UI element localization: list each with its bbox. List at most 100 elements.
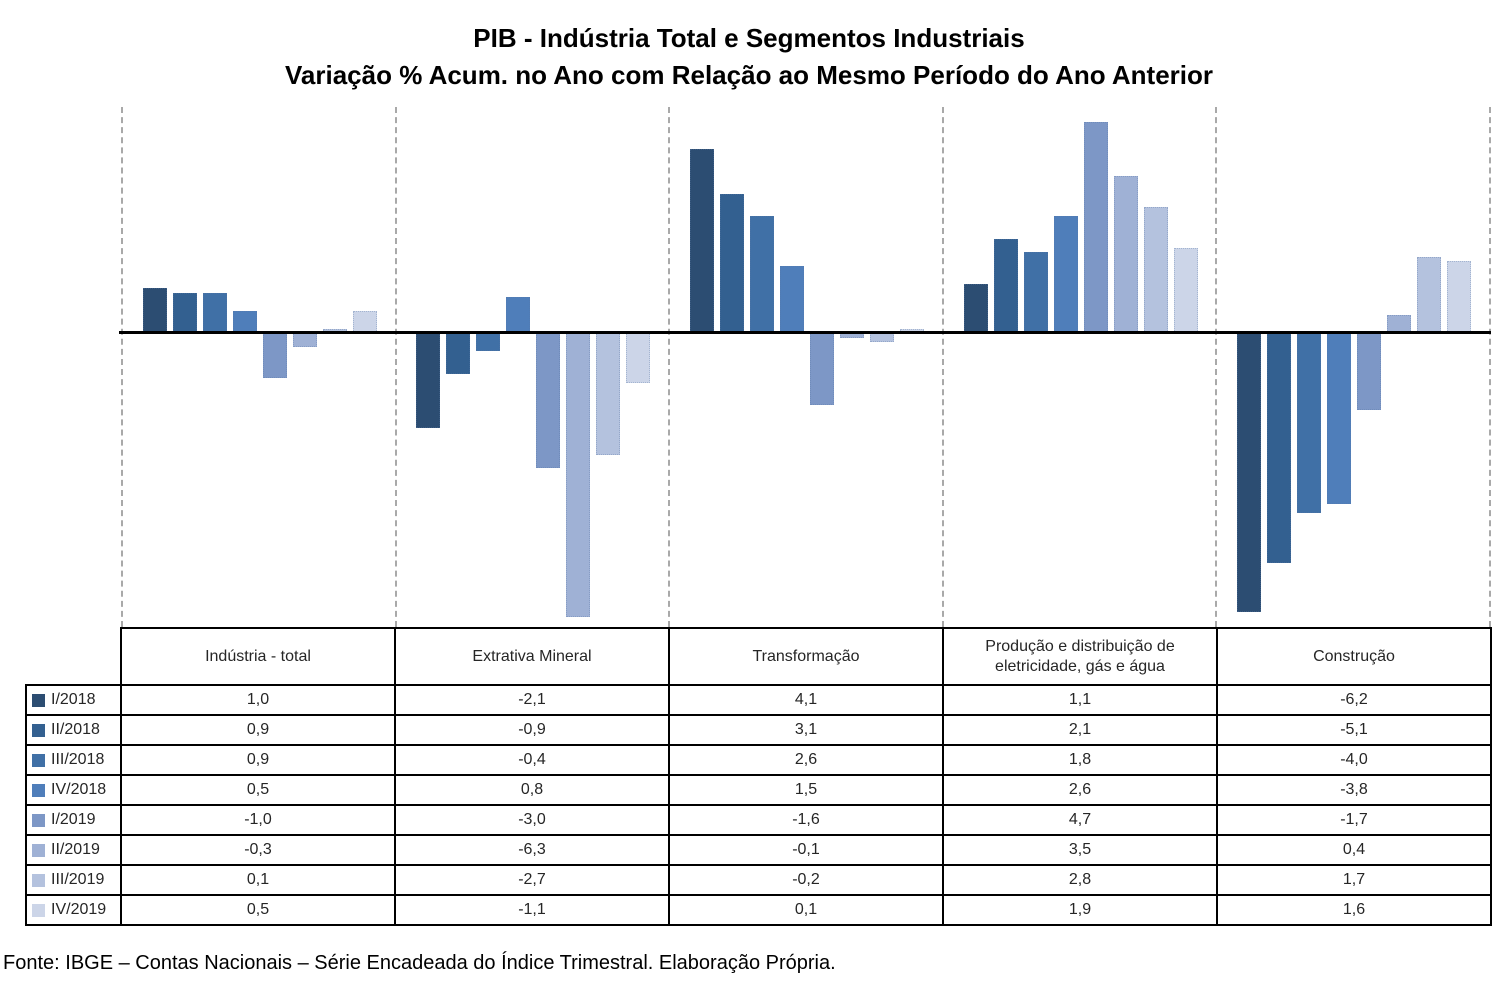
value-cell: 2,1 (942, 714, 1218, 746)
value-cell: 2,6 (668, 744, 944, 776)
bar-II-2018 (719, 193, 744, 333)
legend-label: I/2019 (51, 811, 96, 828)
bar-IV-2019 (1447, 261, 1472, 333)
bar-II-2019 (566, 333, 591, 617)
table-row-III-2018: III/2018 0,9 -0,4 2,6 1,8 -4,0 (25, 744, 1492, 776)
value-cell: 0,5 (120, 774, 396, 806)
bar-IV-2018 (506, 297, 531, 333)
value-cell: 0,9 (120, 744, 396, 776)
legend-marker-icon (32, 843, 45, 857)
legend-cell: II/2018 (25, 714, 122, 746)
value-cell: -2,7 (394, 864, 670, 896)
legend-cell: IV/2018 (25, 774, 122, 806)
legend-cell: II/2019 (25, 834, 122, 866)
bar-III-2018 (476, 333, 501, 351)
value-cell: 0,5 (120, 894, 396, 926)
value-cell: 3,5 (942, 834, 1218, 866)
value-cell: -0,4 (394, 744, 670, 776)
source-note: Fonte: IBGE – Contas Nacionais – Série E… (3, 952, 836, 974)
table-row-I-2018: I/2018 1,0 -2,1 4,1 1,1 -6,2 (25, 684, 1492, 716)
legend-cell: I/2018 (25, 684, 122, 716)
value-cell: -3,0 (394, 804, 670, 836)
table-row-II-2018: II/2018 0,9 -0,9 3,1 2,1 -5,1 (25, 714, 1492, 746)
value-cell: 1,9 (942, 894, 1218, 926)
column-header-producao-eletricidade: Produção e distribuição de eletricidade,… (942, 627, 1218, 686)
value-cell: 1,1 (942, 684, 1218, 716)
value-cell: 0,1 (668, 894, 944, 926)
value-cell: 2,8 (942, 864, 1218, 896)
bar-I-2019 (262, 333, 287, 378)
value-cell: -0,9 (394, 714, 670, 746)
bar-IV-2019 (352, 310, 377, 333)
value-cell: 1,8 (942, 744, 1218, 776)
bar-III-2018 (1023, 252, 1048, 333)
bar-II-2019 (1113, 175, 1138, 333)
bar-III-2018 (749, 216, 774, 333)
legend-cell: IV/2019 (25, 894, 122, 926)
legend-marker-icon (32, 753, 45, 767)
value-cell: -1,0 (120, 804, 396, 836)
category-group-5 (1215, 107, 1489, 627)
category-group-2 (394, 107, 669, 627)
column-header-construcao: Construção (1216, 627, 1492, 686)
value-cell: 0,9 (120, 714, 396, 746)
value-cell: -0,2 (668, 864, 944, 896)
bar-I-2018 (963, 283, 988, 333)
bar-IV-2019 (1173, 247, 1198, 333)
legend-marker-icon (32, 783, 45, 797)
legend-label: I/2018 (51, 691, 96, 708)
table-body: I/2018 1,0 -2,1 4,1 1,1 -6,2 II/2018 0,9 -0,9 3,1… (25, 684, 1492, 926)
value-cell: -6,2 (1216, 684, 1492, 716)
bar-IV-2018 (1327, 333, 1352, 504)
value-cell: 0,4 (1216, 834, 1492, 866)
category-group-3 (668, 107, 942, 627)
bar-I-2019 (809, 333, 834, 405)
legend-label: II/2018 (51, 721, 100, 738)
bar-IV-2018 (1053, 216, 1078, 333)
table-row-III-2019: III/2019 0,1 -2,7 -0,2 2,8 1,7 (25, 864, 1492, 896)
legend-label: II/2019 (51, 841, 100, 858)
plot-area (119, 107, 1491, 627)
table-row-IV-2019: IV/2019 0,5 -1,1 0,1 1,9 1,6 (25, 894, 1492, 926)
bar-I-2019 (536, 333, 561, 468)
value-cell: -0,3 (120, 834, 396, 866)
bar-III-2018 (202, 292, 227, 333)
bar-I-2018 (416, 333, 441, 428)
bar-III-2019 (869, 333, 894, 342)
legend-marker-icon (32, 813, 45, 827)
zero-axis-line (119, 331, 1491, 334)
bar-III-2019 (1417, 256, 1442, 333)
data-table: Indústria - total Extrativa Mineral Tran… (25, 627, 1492, 926)
bar-I-2019 (1083, 121, 1108, 333)
value-cell: -1,1 (394, 894, 670, 926)
value-cell: -1,6 (668, 804, 944, 836)
bar-II-2019 (292, 333, 317, 347)
bar-IV-2019 (626, 333, 651, 383)
value-cell: -0,1 (668, 834, 944, 866)
bar-I-2019 (1357, 333, 1382, 410)
bar-I-2018 (689, 148, 714, 333)
bar-III-2019 (596, 333, 621, 455)
legend-corner-cell (26, 628, 121, 685)
table-row-II-2019: II/2019 -0,3 -6,3 -0,1 3,5 0,4 (25, 834, 1492, 866)
value-cell: -4,0 (1216, 744, 1492, 776)
legend-label: III/2018 (51, 751, 105, 768)
value-cell: 0,1 (120, 864, 396, 896)
table-row-IV-2018: IV/2018 0,5 0,8 1,5 2,6 -3,8 (25, 774, 1492, 806)
value-cell: -3,8 (1216, 774, 1492, 806)
legend-marker-icon (32, 723, 45, 737)
legend-label: IV/2018 (51, 781, 107, 798)
value-cell: -6,3 (394, 834, 670, 866)
value-cell: 2,6 (942, 774, 1218, 806)
legend-marker-icon (32, 873, 45, 887)
value-cell: 1,6 (1216, 894, 1492, 926)
legend-label: III/2019 (51, 871, 105, 888)
value-cell: 4,1 (668, 684, 944, 716)
bar-I-2018 (1237, 333, 1262, 612)
legend-marker-icon (32, 903, 45, 917)
column-header-extrativa-mineral: Extrativa Mineral (394, 627, 670, 686)
bar-III-2019 (1143, 207, 1168, 333)
bar-II-2018 (1267, 333, 1292, 563)
table-row-I-2019: I/2019 -1,0 -3,0 -1,6 4,7 -1,7 (25, 804, 1492, 836)
